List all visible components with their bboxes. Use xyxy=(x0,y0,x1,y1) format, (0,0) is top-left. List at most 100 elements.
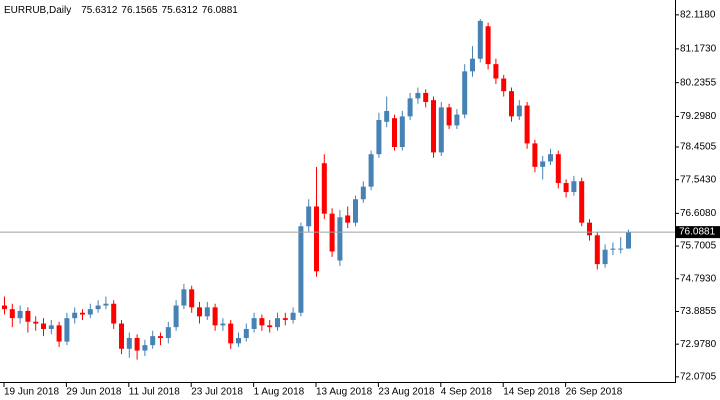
candle-body xyxy=(618,248,624,250)
chart-header: EURRUB,Daily 75.6312 76.1565 75.6312 76.0881 xyxy=(4,5,238,16)
last-close: 76.0881 xyxy=(202,5,239,16)
candle-body xyxy=(9,309,15,319)
candle-body xyxy=(431,100,436,153)
x-tick-label: 1 Aug 2018 xyxy=(254,387,305,398)
candle-body xyxy=(540,161,546,167)
y-tick-label: 77.5430 xyxy=(680,174,717,185)
candle-body xyxy=(150,336,156,346)
candle-body xyxy=(454,114,460,126)
candle-body xyxy=(64,318,70,342)
x-tick-label: 13 Aug 2018 xyxy=(316,387,373,398)
candle-body xyxy=(165,327,171,338)
candle-body xyxy=(142,345,148,351)
candle-body xyxy=(314,206,319,272)
y-tick-label: 81.1730 xyxy=(680,44,717,55)
candle-body xyxy=(548,154,553,162)
last-open: 75.6312 xyxy=(81,5,118,16)
x-tick-label: 29 Jun 2018 xyxy=(66,387,121,398)
candle-body xyxy=(228,323,234,344)
candle-body xyxy=(275,318,280,328)
candle-body xyxy=(134,337,140,351)
candle-body xyxy=(470,58,475,72)
candle-body xyxy=(384,110,390,122)
candle-body xyxy=(516,105,522,117)
candle-body xyxy=(80,312,85,315)
x-tick-label: 23 Jul 2018 xyxy=(191,387,243,398)
candle-body xyxy=(95,305,101,310)
y-tick-label: 74.7930 xyxy=(680,273,717,284)
candle-body xyxy=(33,321,39,324)
candle-body xyxy=(587,222,592,236)
candle-body xyxy=(56,325,62,342)
y-tick-label: 79.2980 xyxy=(680,111,717,122)
y-tick-label: 72.9780 xyxy=(680,339,717,350)
candle-body xyxy=(181,289,187,306)
candle-body xyxy=(306,206,312,227)
y-tick-label: 80.2355 xyxy=(680,77,717,88)
candle-body xyxy=(126,337,132,349)
candle-body xyxy=(2,305,7,310)
candle-body xyxy=(501,78,507,92)
candle-body xyxy=(321,163,327,214)
price-label-box xyxy=(676,226,720,239)
candle-body xyxy=(173,305,179,328)
symbol: EURRUB,Daily xyxy=(4,5,71,16)
last-high: 76.1565 xyxy=(121,5,158,16)
candle-body xyxy=(345,215,351,223)
candle-body xyxy=(212,307,218,326)
candle-body xyxy=(368,154,374,187)
candle-body xyxy=(204,307,210,317)
candle-body xyxy=(25,310,31,322)
candle-body xyxy=(477,20,483,59)
candle-body xyxy=(251,318,257,329)
candle-body xyxy=(532,143,538,167)
candle-body xyxy=(602,249,608,265)
last-low: 75.6312 xyxy=(162,5,199,16)
candle-body xyxy=(111,303,117,324)
candle-body xyxy=(392,118,397,148)
x-tick-label: 19 Jun 2018 xyxy=(4,387,59,398)
candle-body xyxy=(220,323,226,326)
candle-body xyxy=(626,232,631,249)
candle-body xyxy=(337,217,343,261)
y-tick-label: 72.0705 xyxy=(680,371,717,382)
candle-body xyxy=(158,336,163,338)
candle-body xyxy=(72,312,78,319)
price-label: 76.0881 xyxy=(679,227,716,238)
candle-body xyxy=(438,107,444,153)
x-tick-label: 26 Sep 2018 xyxy=(566,387,623,398)
candle-body xyxy=(415,92,421,99)
candle-body xyxy=(41,323,46,329)
candle-body xyxy=(353,199,358,223)
candle-body xyxy=(462,71,468,115)
candle-body xyxy=(571,181,577,193)
candle-body xyxy=(267,325,273,328)
candle-body xyxy=(360,186,366,200)
candle-body xyxy=(399,116,405,148)
candle-body xyxy=(594,235,600,265)
candle-body xyxy=(563,183,569,193)
candle-body xyxy=(610,248,616,250)
candle-body xyxy=(376,119,382,155)
x-tick-label: 11 Jul 2018 xyxy=(129,387,180,398)
y-tick-label: 75.7005 xyxy=(680,241,717,252)
candle-body xyxy=(189,289,195,308)
candle-body xyxy=(446,107,452,126)
y-tick-label: 78.4505 xyxy=(680,142,717,153)
candle-body xyxy=(103,303,109,306)
candle-body xyxy=(282,318,288,320)
candle-body xyxy=(290,312,296,320)
candle-body xyxy=(48,325,54,329)
x-tick-label: 4 Sep 2018 xyxy=(441,387,493,398)
candle-body xyxy=(493,64,499,79)
candle-body xyxy=(259,318,265,326)
y-tick-label: 73.8855 xyxy=(680,306,717,317)
candle-body xyxy=(298,226,304,313)
candle-body xyxy=(579,181,585,223)
y-tick-label: 82.1180 xyxy=(680,9,716,20)
candle-body xyxy=(509,91,514,117)
candle-body xyxy=(243,328,249,338)
candle-body xyxy=(197,307,202,317)
